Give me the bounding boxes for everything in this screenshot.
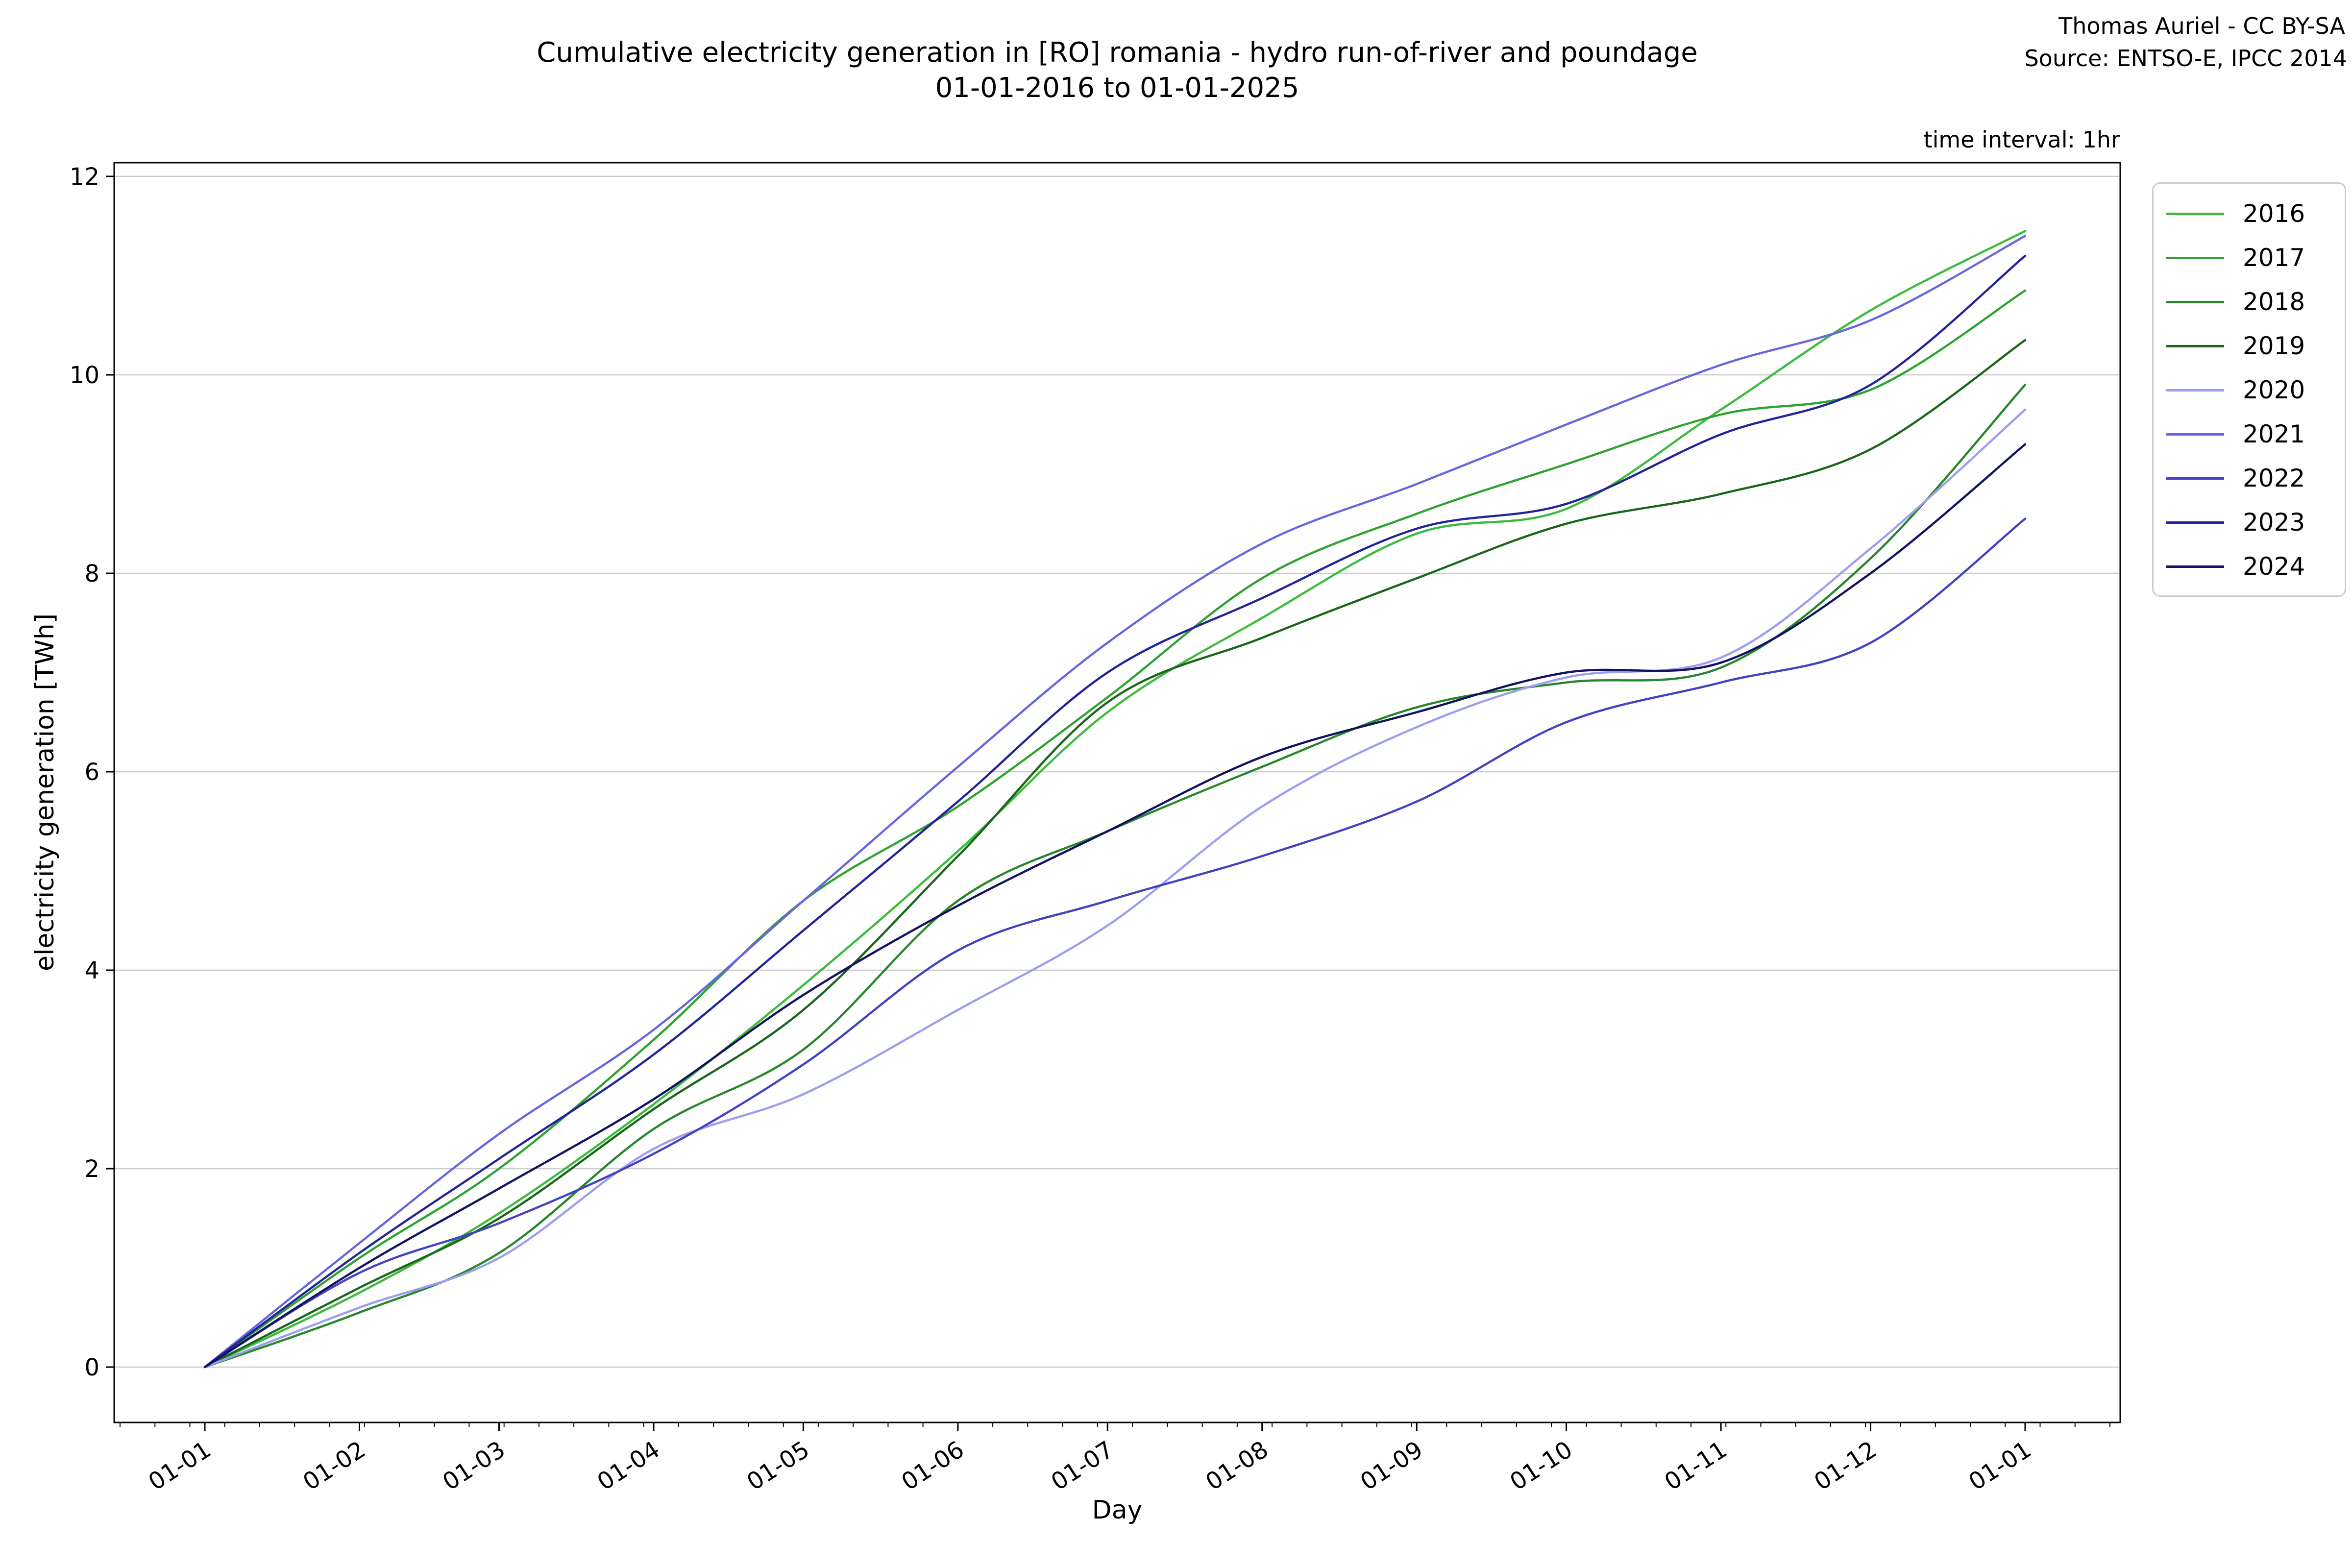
chart-subtitle: 01-01-2016 to 01-01-2025 xyxy=(935,72,1299,104)
series-line-2017 xyxy=(203,289,2027,1369)
y-tick-label: 10 xyxy=(70,362,99,389)
legend-color-sample xyxy=(2166,344,2224,347)
x-tick-label: 01-01 xyxy=(144,1436,216,1496)
legend-item-2020: 2020 xyxy=(2166,368,2345,412)
legend-item-2016: 2016 xyxy=(2166,192,2345,236)
y-tick-label: 6 xyxy=(84,759,99,786)
legend-item-label: 2016 xyxy=(2243,199,2305,228)
legend-color-sample xyxy=(2166,389,2224,392)
y-tick-label: 8 xyxy=(84,560,99,588)
legend-item-2021: 2021 xyxy=(2166,412,2345,456)
time-interval-note: time interval: 1hr xyxy=(1923,126,2120,153)
chart-title-block: Cumulative electricity generation in [RO… xyxy=(537,35,1697,106)
legend-color-sample xyxy=(2166,256,2224,259)
series-line-2022 xyxy=(203,517,2027,1369)
legend-item-2023: 2023 xyxy=(2166,500,2345,544)
series-line-2019 xyxy=(203,339,2027,1369)
legend-color-sample xyxy=(2166,565,2224,568)
x-tick-label: 01-01 xyxy=(1964,1436,2036,1496)
legend-item-2024: 2024 xyxy=(2166,544,2345,588)
x-tick-label: 01-02 xyxy=(298,1436,370,1496)
legend-item-label: 2023 xyxy=(2243,508,2305,537)
x-tick-label: 01-04 xyxy=(592,1436,664,1496)
attribution-text: Thomas Auriel - CC BY-SA xyxy=(2058,13,2345,39)
legend-color-sample xyxy=(2166,521,2224,524)
x-tick-label: 01-06 xyxy=(897,1436,969,1496)
x-tick-label: 01-12 xyxy=(1810,1436,1882,1496)
x-tick-label: 01-07 xyxy=(1046,1436,1118,1496)
plot-border xyxy=(113,162,2121,1423)
y-tick-label: 0 xyxy=(84,1354,99,1381)
legend-item-label: 2021 xyxy=(2243,420,2305,448)
source-text: Source: ENTSO-E, IPCC 2014 xyxy=(2024,45,2347,72)
y-tick-label: 2 xyxy=(84,1155,99,1183)
legend-item-2022: 2022 xyxy=(2166,456,2345,500)
legend-item-label: 2017 xyxy=(2243,244,2305,272)
legend-item-2019: 2019 xyxy=(2166,324,2345,368)
legend-color-sample xyxy=(2166,433,2224,436)
y-tick-label: 12 xyxy=(70,163,99,191)
series-line-2021 xyxy=(203,235,2027,1369)
series-line-2020 xyxy=(203,408,2027,1369)
x-tick-label: 01-08 xyxy=(1201,1436,1273,1496)
x-tick-label: 01-09 xyxy=(1355,1436,1427,1496)
legend-item-label: 2022 xyxy=(2243,464,2305,492)
series-line-2016 xyxy=(203,230,2027,1369)
legend-item-label: 2018 xyxy=(2243,288,2305,316)
x-tick-label: 01-05 xyxy=(742,1436,814,1496)
series-line-2018 xyxy=(203,384,2027,1369)
y-axis-label: electricity generation [TWh] xyxy=(30,613,60,972)
legend-color-sample xyxy=(2166,300,2224,303)
legend-item-2017: 2017 xyxy=(2166,236,2345,280)
chart-title: Cumulative electricity generation in [RO… xyxy=(537,37,1698,69)
series-line-2024 xyxy=(203,443,2027,1369)
x-axis-label: Day xyxy=(1092,1495,1143,1525)
legend-item-label: 2024 xyxy=(2243,552,2305,581)
x-tick-label: 01-03 xyxy=(438,1436,510,1496)
series-line-2023 xyxy=(203,254,2027,1369)
legend-color-sample xyxy=(2166,477,2224,480)
y-tick-label: 4 xyxy=(84,957,99,984)
x-tick-label: 01-10 xyxy=(1505,1436,1577,1496)
legend-item-2018: 2018 xyxy=(2166,280,2345,324)
legend-color-sample xyxy=(2166,212,2224,215)
legend-item-label: 2019 xyxy=(2243,332,2305,360)
x-tick-label: 01-11 xyxy=(1660,1436,1732,1496)
legend: 2016 2017 2018 2019 2020 2021 2022 2023 2024 xyxy=(2152,182,2346,597)
legend-item-label: 2020 xyxy=(2243,376,2305,404)
